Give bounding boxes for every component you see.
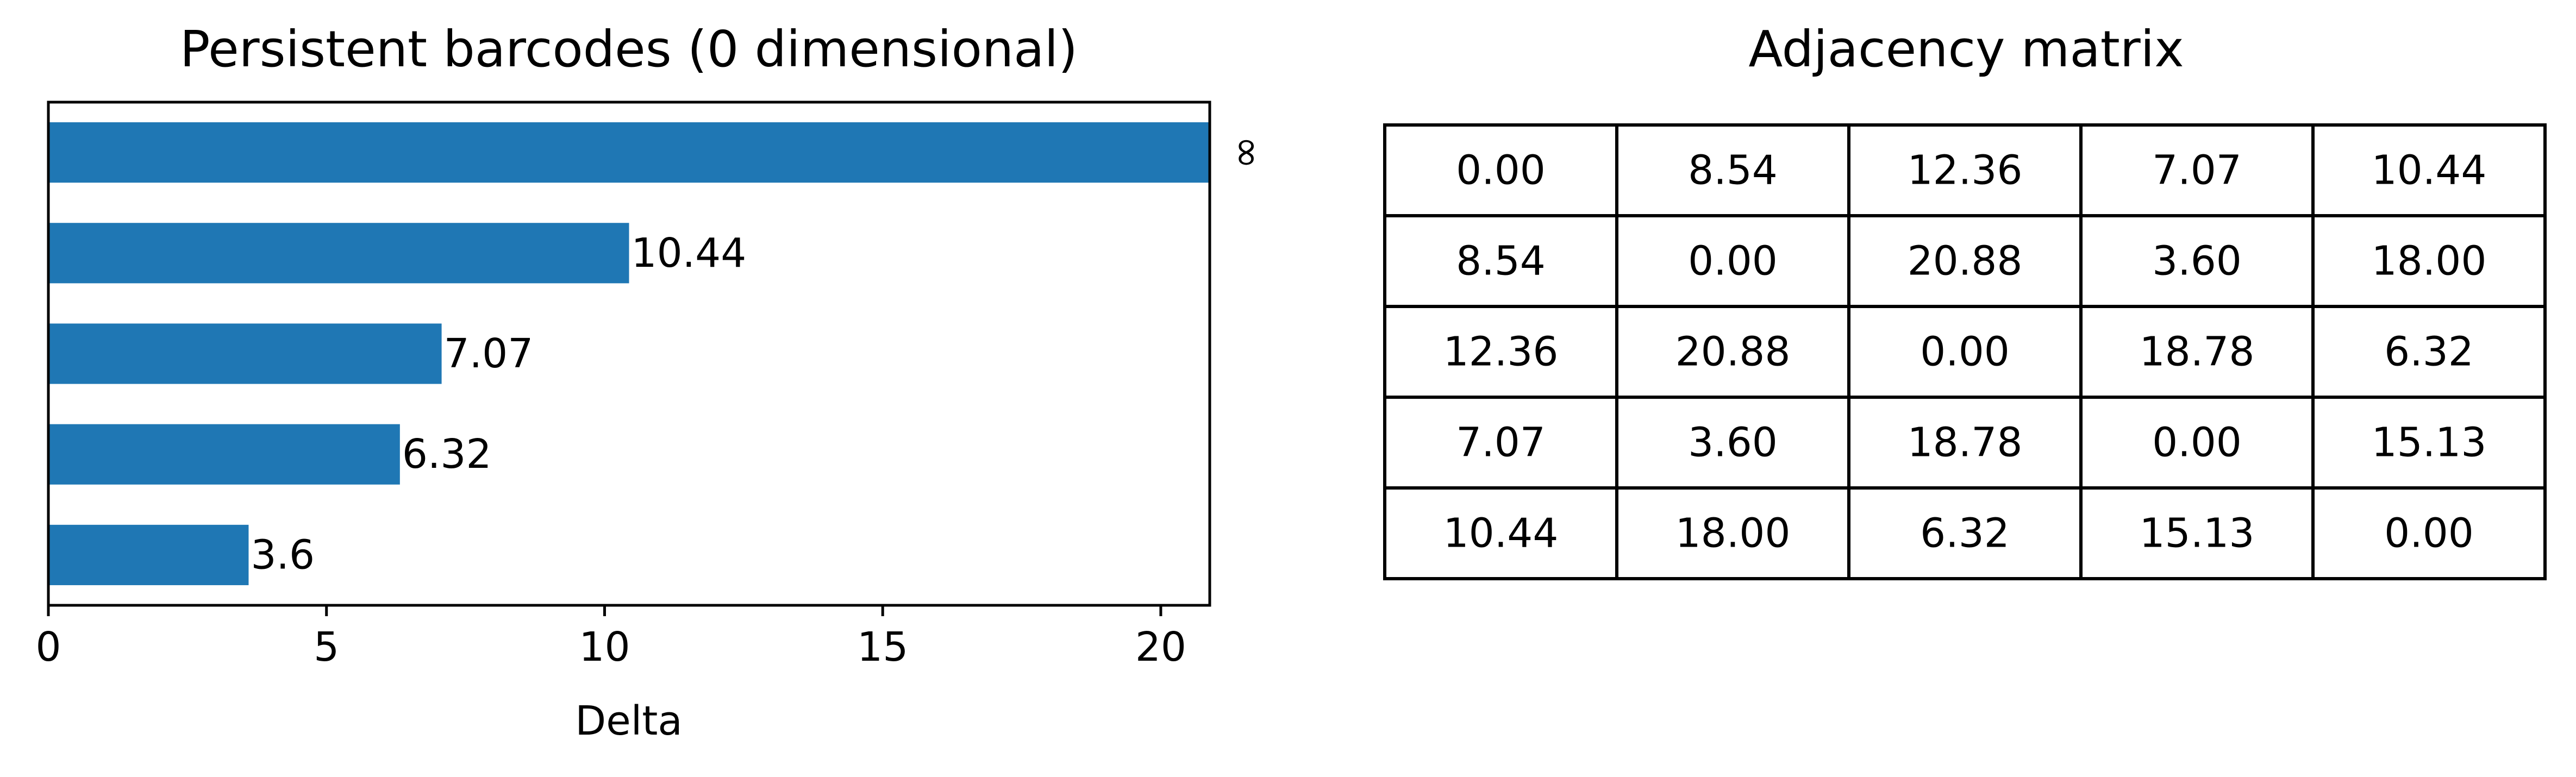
table-cell	[1847, 305, 2083, 399]
table-cell	[1615, 486, 1850, 580]
table-cell-value: 10.44	[2372, 147, 2487, 194]
table-cell	[2079, 214, 2315, 308]
barcode-chart: Persistent barcodes (0 dimensional) ∞ 10.…	[35, 20, 1271, 744]
table-cell-value: 20.88	[1675, 329, 1791, 375]
table-cell-value: 18.00	[2372, 238, 2487, 285]
bar-value-label: 3.6	[251, 531, 315, 578]
table-cell	[1615, 123, 1850, 217]
table-cell	[2311, 123, 2547, 217]
table-cell-value: 0.00	[1456, 147, 1546, 194]
table-cell	[2311, 486, 2547, 580]
table-cell	[2311, 396, 2547, 490]
bar	[48, 323, 442, 384]
table-cell-value: 0.00	[2152, 419, 2242, 466]
x-tick-label: 0	[35, 624, 61, 671]
bar-value-label: 6.32	[402, 431, 492, 478]
table-cell	[1383, 123, 1618, 217]
table-cell-value: 7.07	[2152, 147, 2242, 194]
table-cell-value: 6.32	[2384, 329, 2474, 375]
bar-value-label: 10.44	[632, 230, 747, 277]
table-cell-value: 10.44	[1443, 510, 1559, 557]
bar-value-label: ∞	[1224, 136, 1271, 170]
x-tick-label: 15	[857, 624, 908, 671]
table-cell	[1847, 486, 2083, 580]
bars-layer	[48, 122, 1210, 585]
table-cell	[2079, 305, 2315, 399]
x-tick-label: 20	[1135, 624, 1186, 671]
table-cell-value: 12.36	[1908, 147, 2023, 194]
table-cell-value: 6.32	[1920, 510, 2010, 557]
bar	[48, 424, 400, 485]
table-cell	[2311, 214, 2547, 308]
table-cell-value: 15.13	[2140, 510, 2255, 557]
x-axis-label: Delta	[575, 698, 682, 744]
table-cell-value: 20.88	[1908, 238, 2023, 285]
bar-labels-layer: ∞ 10.44 7.07 6.32 3.6	[251, 136, 1271, 579]
bar	[48, 223, 629, 284]
bar	[48, 122, 1210, 183]
table-cell-value: 15.13	[2372, 419, 2487, 466]
table-cell-value: 8.54	[1688, 147, 1778, 194]
matrix-table: 0.00 8.54 12.36 7.07 10.44 8.54 0.00 20.88 3.60 1…	[1383, 123, 2547, 580]
x-tick-label: 10	[579, 624, 630, 671]
table-cell-value: 0.00	[2384, 510, 2474, 557]
table-cell-value: 3.60	[1688, 419, 1778, 466]
table-cell-value: 18.78	[2140, 329, 2255, 375]
table-cell	[2311, 305, 2547, 399]
table-cell-value: 12.36	[1443, 329, 1559, 375]
table-cell	[1847, 396, 2083, 490]
table-cell	[1615, 305, 1850, 399]
table-cell-value: 8.54	[1456, 238, 1546, 285]
table-cell	[1847, 123, 2083, 217]
table-cell-value: 7.07	[1456, 419, 1546, 466]
table-cell	[1847, 214, 2083, 308]
table-cell-value: 3.60	[2152, 238, 2242, 285]
table-title: Adjacency matrix	[1748, 20, 2184, 78]
chart-title: Persistent barcodes (0 dimensional)	[180, 20, 1078, 78]
adjacency-matrix: Adjacency matrix 0.00 8.54 12.36 7.07 10.44 8…	[1383, 20, 2547, 580]
x-axis-ticks: 0 5 10 15 20	[35, 605, 1186, 671]
table-cell-value: 18.78	[1908, 419, 2023, 466]
table-cell	[2079, 486, 2315, 580]
table-cell-value: 0.00	[1920, 329, 2010, 375]
bar-value-label: 7.07	[444, 330, 534, 377]
bar	[48, 524, 249, 585]
table-cell-value: 18.00	[1675, 510, 1791, 557]
table-cell-value: 0.00	[1688, 238, 1778, 285]
plot-frame	[47, 101, 1211, 607]
table-cell	[1383, 214, 1618, 308]
x-tick-label: 5	[314, 624, 339, 671]
